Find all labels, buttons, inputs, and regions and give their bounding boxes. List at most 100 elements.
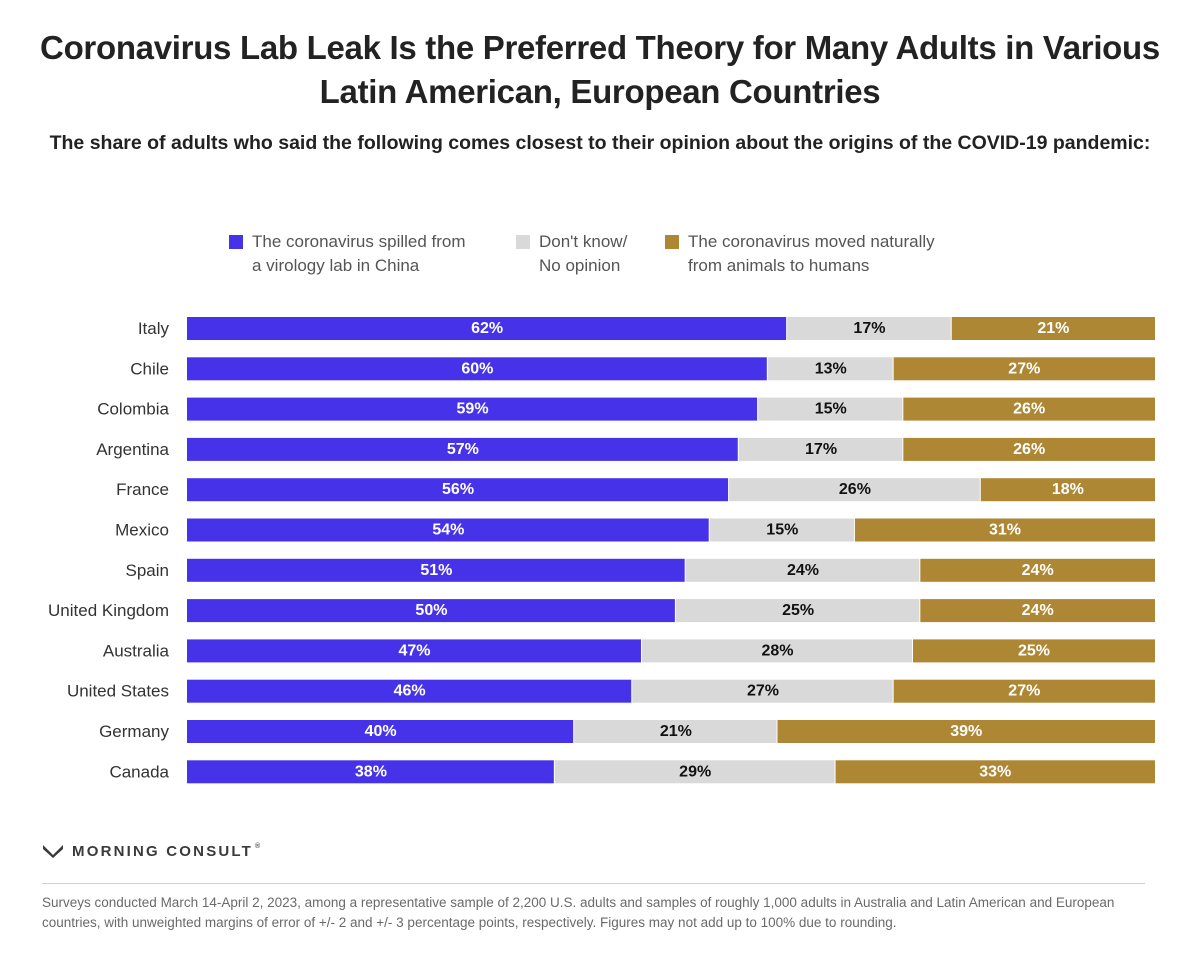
footnote: Surveys conducted March 14-April 2, 2023… (42, 895, 1115, 930)
bar-chile-series-2 (893, 357, 1155, 381)
data-label-chile-series-1: 13% (815, 360, 847, 377)
data-label-germany-series-0: 40% (365, 723, 397, 740)
data-label-spain-series-2: 24% (1022, 562, 1054, 579)
data-label-germany-series-1: 21% (660, 723, 692, 740)
data-label-france-series-2: 18% (1052, 481, 1084, 498)
category-label-italy: Italy (138, 319, 170, 338)
brand-logo: MORNING CONSULT ® (42, 840, 262, 862)
category-label-germany: Germany (99, 722, 169, 741)
bar-chile-series-0 (187, 357, 767, 381)
bar-united-kingdom-series-0 (187, 599, 675, 623)
category-label-canada: Canada (109, 762, 169, 781)
data-label-mexico-series-0: 54% (432, 522, 464, 539)
data-label-united-states-series-1: 27% (747, 683, 779, 700)
bar-united-states-series-1 (632, 679, 893, 703)
data-label-mexico-series-1: 15% (766, 522, 798, 539)
bar-australia-series-1 (641, 639, 912, 663)
data-label-colombia-series-2: 26% (1013, 401, 1045, 418)
bar-argentina-series-1 (738, 437, 903, 461)
bar-italy-series-1 (787, 317, 951, 340)
data-label-australia-series-2: 25% (1018, 642, 1050, 659)
bar-italy-series-2 (951, 317, 1155, 340)
bar-chile-series-1 (767, 357, 893, 381)
data-label-united-kingdom-series-0: 50% (415, 602, 447, 619)
data-label-italy-series-0: 62% (471, 320, 503, 337)
data-label-united-kingdom-series-2: 24% (1022, 602, 1054, 619)
category-label-spain: Spain (126, 561, 169, 580)
bar-germany-series-2 (777, 720, 1155, 743)
bar-united-kingdom-series-1 (675, 599, 920, 623)
bar-mexico-series-1 (709, 518, 854, 542)
legend-item-dont-know: Don't know/ No opinion (516, 230, 627, 278)
footer-divider (42, 883, 1145, 884)
legend-swatch-dont-know (516, 235, 530, 249)
category-label-united-states: United States (67, 682, 169, 701)
data-label-germany-series-2: 39% (950, 723, 982, 740)
data-label-france-series-1: 26% (839, 481, 871, 498)
data-label-spain-series-0: 51% (420, 562, 452, 579)
bar-mexico-series-0 (187, 518, 709, 542)
morning-consult-logo-icon (43, 845, 63, 858)
data-label-mexico-series-2: 31% (989, 522, 1021, 539)
data-label-chile-series-2: 27% (1008, 360, 1040, 377)
bar-france-series-0 (187, 478, 729, 502)
legend-swatch-natural (665, 235, 679, 249)
data-label-colombia-series-0: 59% (457, 401, 489, 418)
legend-label-dont-know: Don't know/ No opinion (539, 232, 628, 275)
data-label-italy-series-1: 17% (853, 320, 885, 337)
category-label-colombia: Colombia (97, 400, 169, 419)
bar-australia-series-0 (187, 639, 641, 663)
bar-spain-series-1 (685, 558, 920, 582)
bar-australia-series-2 (913, 639, 1155, 663)
brand-name: MORNING CONSULT ® (72, 842, 263, 860)
category-label-united-kingdom: United Kingdom (48, 601, 169, 620)
bar-canada-series-2 (835, 760, 1155, 784)
data-label-colombia-series-1: 15% (815, 401, 847, 418)
bar-united-states-series-2 (893, 679, 1155, 703)
data-label-canada-series-0: 38% (355, 763, 387, 780)
data-label-united-kingdom-series-1: 25% (782, 602, 814, 619)
bar-france-series-2 (980, 478, 1155, 502)
data-label-italy-series-2: 21% (1037, 320, 1069, 337)
data-label-argentina-series-1: 17% (805, 441, 837, 458)
category-label-france: France (116, 480, 169, 499)
data-label-argentina-series-0: 57% (447, 441, 479, 458)
category-label-australia: Australia (103, 641, 170, 660)
data-label-australia-series-1: 28% (761, 642, 793, 659)
category-label-mexico: Mexico (115, 521, 169, 540)
data-label-united-states-series-2: 27% (1008, 683, 1040, 700)
legend-swatch-lab (229, 235, 243, 249)
legend-label-lab: The coronavirus spilled from a virology … (252, 232, 466, 275)
data-label-spain-series-1: 24% (787, 562, 819, 579)
bar-colombia-series-0 (187, 397, 758, 421)
chart-subtitle: The share of adults who said the followi… (49, 132, 1151, 154)
data-label-chile-series-0: 60% (461, 360, 493, 377)
legend: The coronavirus spilled from a virology … (0, 230, 1200, 290)
bar-spain-series-0 (187, 558, 685, 582)
bar-canada-series-1 (554, 760, 835, 784)
bar-argentina-series-0 (187, 437, 738, 461)
chart-title: Coronavirus Lab Leak Is the Preferred Th… (40, 29, 1160, 110)
bar-canada-series-0 (187, 760, 554, 784)
bar-argentina-series-2 (903, 437, 1155, 461)
stacked-bar-chart: Italy 62% 17% 21% Chile 60% 13% 27% Colombia 59% 1… (48, 317, 1155, 784)
data-label-france-series-0: 56% (442, 481, 474, 498)
legend-label-natural: The coronavirus moved naturally from ani… (688, 232, 935, 275)
legend-item-natural: The coronavirus moved naturally from ani… (665, 230, 935, 278)
data-label-canada-series-2: 33% (979, 763, 1011, 780)
bar-colombia-series-2 (903, 397, 1155, 421)
bar-mexico-series-2 (854, 518, 1155, 542)
legend-item-lab: The coronavirus spilled from a virology … (229, 230, 466, 278)
bar-germany-series-1 (574, 720, 777, 743)
bar-germany-series-0 (187, 720, 574, 743)
bar-spain-series-2 (920, 558, 1155, 582)
category-label-argentina: Argentina (96, 440, 169, 459)
bar-italy-series-0 (187, 317, 787, 340)
bar-colombia-series-1 (758, 397, 903, 421)
data-label-australia-series-0: 47% (398, 642, 430, 659)
bar-united-states-series-0 (187, 679, 632, 703)
data-label-argentina-series-2: 26% (1013, 441, 1045, 458)
bar-united-kingdom-series-2 (920, 599, 1155, 623)
category-label-chile: Chile (130, 359, 169, 378)
data-label-united-states-series-0: 46% (394, 683, 426, 700)
